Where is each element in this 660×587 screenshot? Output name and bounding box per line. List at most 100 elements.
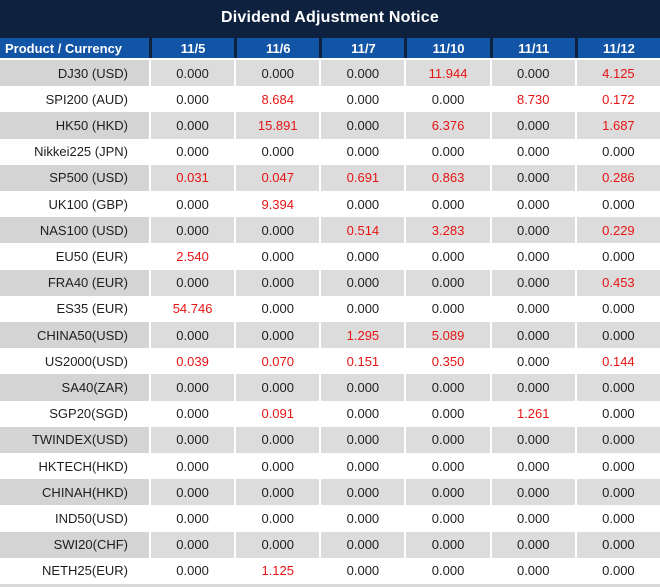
table-row: DJ30 (USD) 0.000 0.000 0.000 11.944 0.000 4.12… bbox=[0, 60, 660, 87]
table-row: TWINDEX(USD) 0.000 0.000 0.000 0.000 0.000 0.0… bbox=[0, 426, 660, 453]
value-cell: 0.000 bbox=[406, 479, 490, 506]
product-cell: Nikkei225 (JPN) bbox=[0, 138, 149, 165]
value-cell: 0.000 bbox=[576, 453, 660, 480]
header-cell-date: 11/11 bbox=[492, 38, 575, 58]
value-cell: 0.000 bbox=[321, 269, 405, 296]
table-row: SGP20(SGD) 0.000 0.091 0.000 0.000 1.261 0.000 bbox=[0, 400, 660, 427]
value-cell: 0.000 bbox=[576, 322, 660, 349]
value-cell: 0.000 bbox=[491, 60, 575, 87]
value-cell: 9.394 bbox=[236, 191, 320, 218]
value-cell: 0.000 bbox=[491, 453, 575, 480]
header-cell-date: 11/7 bbox=[322, 38, 405, 58]
table-row: UK100 (GBP) 0.000 9.394 0.000 0.000 0.000 0.00… bbox=[0, 191, 660, 218]
value-cell: 0.000 bbox=[321, 86, 405, 113]
value-cell: 1.687 bbox=[576, 112, 660, 139]
header-cell-date: 11/5 bbox=[152, 38, 235, 58]
table-row: FRA40 (EUR) 0.000 0.000 0.000 0.000 0.000 0.45… bbox=[0, 269, 660, 296]
value-cell: 0.000 bbox=[236, 138, 320, 165]
value-cell: 2.540 bbox=[151, 243, 235, 270]
value-cell: 0.000 bbox=[151, 322, 235, 349]
value-cell: 0.000 bbox=[406, 453, 490, 480]
value-cell: 0.000 bbox=[406, 505, 490, 532]
value-cell: 0.000 bbox=[321, 426, 405, 453]
table-row: Nikkei225 (JPN) 0.000 0.000 0.000 0.000 0.000… bbox=[0, 138, 660, 165]
value-cell: 0.000 bbox=[321, 453, 405, 480]
value-cell: 0.000 bbox=[321, 557, 405, 584]
value-cell: 0.000 bbox=[321, 112, 405, 139]
value-cell: 0.000 bbox=[151, 505, 235, 532]
value-cell: 0.000 bbox=[576, 138, 660, 165]
value-cell: 4.125 bbox=[576, 60, 660, 87]
value-cell: 8.684 bbox=[236, 86, 320, 113]
table-row: HK50 (HKD) 0.000 15.891 0.000 6.376 0.000 1.68… bbox=[0, 112, 660, 139]
product-cell: ES35 (EUR) bbox=[0, 295, 149, 322]
value-cell: 0.000 bbox=[151, 400, 235, 427]
header-cell-date: 11/6 bbox=[237, 38, 320, 58]
value-cell: 0.000 bbox=[576, 400, 660, 427]
table-row: ES35 (EUR) 54.746 0.000 0.000 0.000 0.000 0.00… bbox=[0, 295, 660, 322]
value-cell: 0.000 bbox=[321, 60, 405, 87]
header-row: Product / Currency 11/5 11/6 11/7 11/10 11/11… bbox=[0, 36, 660, 60]
value-cell: 5.089 bbox=[406, 322, 490, 349]
value-cell: 0.000 bbox=[236, 243, 320, 270]
value-cell: 0.000 bbox=[151, 269, 235, 296]
value-cell: 0.000 bbox=[321, 479, 405, 506]
table-row: NAS100 (USD) 0.000 0.000 0.514 3.283 0.000 0.2… bbox=[0, 217, 660, 244]
product-cell: SA40(ZAR) bbox=[0, 374, 149, 401]
table-row: NETH25(EUR) 0.000 1.125 0.000 0.000 0.000 0.00… bbox=[0, 557, 660, 584]
value-cell: 0.000 bbox=[491, 426, 575, 453]
value-cell: 11.944 bbox=[406, 60, 490, 87]
value-cell: 0.000 bbox=[151, 479, 235, 506]
value-cell: 0.000 bbox=[406, 426, 490, 453]
product-cell: SGP20(SGD) bbox=[0, 400, 149, 427]
value-cell: 0.000 bbox=[321, 243, 405, 270]
page-title: Dividend Adjustment Notice bbox=[221, 9, 439, 26]
product-cell: TWINDEX(USD) bbox=[0, 426, 149, 453]
value-cell: 0.000 bbox=[406, 86, 490, 113]
table-row: IND50(USD) 0.000 0.000 0.000 0.000 0.000 0.000 bbox=[0, 505, 660, 532]
value-cell: 0.000 bbox=[491, 479, 575, 506]
value-cell: 0.000 bbox=[236, 479, 320, 506]
value-cell: 0.000 bbox=[406, 400, 490, 427]
value-cell: 0.000 bbox=[321, 295, 405, 322]
value-cell: 0.000 bbox=[406, 269, 490, 296]
value-cell: 0.000 bbox=[151, 531, 235, 558]
table-row: US2000(USD) 0.039 0.070 0.151 0.350 0.000 0.14… bbox=[0, 348, 660, 375]
value-cell: 0.000 bbox=[236, 217, 320, 244]
value-cell: 0.000 bbox=[151, 453, 235, 480]
value-cell: 0.000 bbox=[321, 374, 405, 401]
value-cell: 0.000 bbox=[321, 531, 405, 558]
value-cell: 0.070 bbox=[236, 348, 320, 375]
table-row: SP500 (USD) 0.031 0.047 0.691 0.863 0.000 0.28… bbox=[0, 164, 660, 191]
value-cell: 0.000 bbox=[151, 374, 235, 401]
table-row: CHINAH(HKD) 0.000 0.000 0.000 0.000 0.000 0.00… bbox=[0, 479, 660, 506]
product-cell: US2000(USD) bbox=[0, 348, 149, 375]
value-cell: 1.125 bbox=[236, 557, 320, 584]
value-cell: 0.000 bbox=[576, 479, 660, 506]
product-cell: HK50 (HKD) bbox=[0, 112, 149, 139]
value-cell: 3.283 bbox=[406, 217, 490, 244]
value-cell: 0.000 bbox=[576, 557, 660, 584]
header-cell-date: 11/12 bbox=[577, 38, 660, 58]
value-cell: 0.000 bbox=[576, 426, 660, 453]
value-cell: 0.000 bbox=[491, 269, 575, 296]
value-cell: 0.000 bbox=[321, 505, 405, 532]
value-cell: 0.000 bbox=[406, 374, 490, 401]
value-cell: 0.000 bbox=[491, 505, 575, 532]
value-cell: 0.000 bbox=[236, 295, 320, 322]
value-cell: 0.151 bbox=[321, 348, 405, 375]
product-cell: CHINAH(HKD) bbox=[0, 479, 149, 506]
header-cell-date: 11/10 bbox=[407, 38, 490, 58]
product-cell: NAS100 (USD) bbox=[0, 217, 149, 244]
bottom-strip bbox=[0, 584, 660, 587]
value-cell: 0.000 bbox=[151, 426, 235, 453]
product-cell: SWI20(CHF) bbox=[0, 531, 149, 558]
value-cell: 0.000 bbox=[406, 243, 490, 270]
value-cell: 0.000 bbox=[236, 531, 320, 558]
value-cell: 0.000 bbox=[491, 164, 575, 191]
value-cell: 0.000 bbox=[151, 86, 235, 113]
table-row: SA40(ZAR) 0.000 0.000 0.000 0.000 0.000 0.000 bbox=[0, 374, 660, 401]
value-cell: 0.000 bbox=[406, 138, 490, 165]
product-cell: HKTECH(HKD) bbox=[0, 453, 149, 480]
